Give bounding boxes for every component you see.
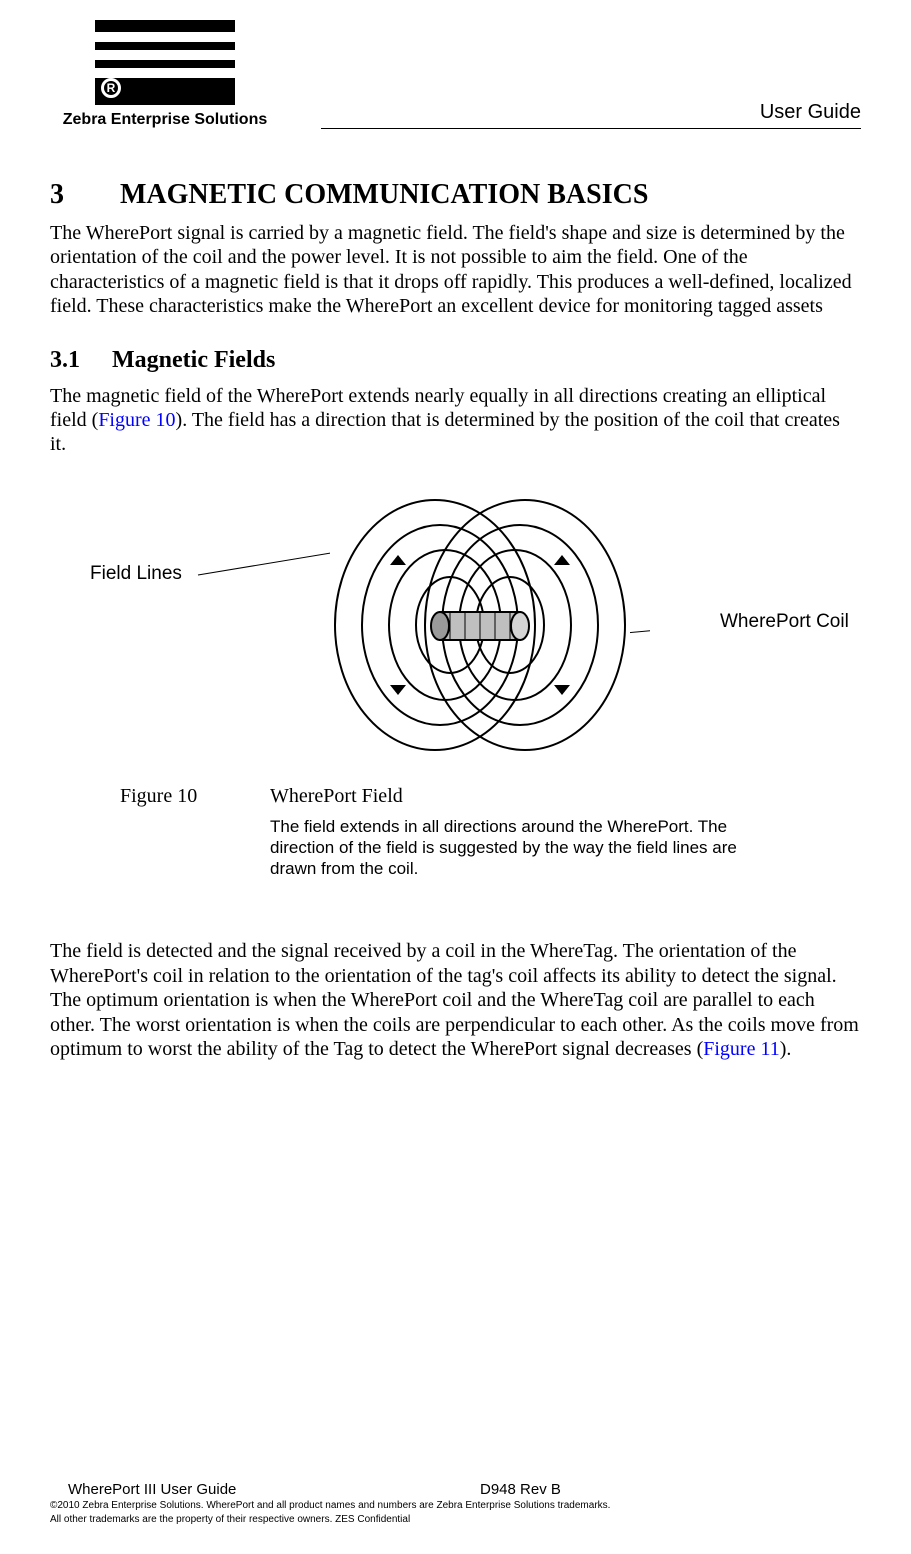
logo-block: R Zebra Enterprise Solutions (50, 20, 280, 129)
para2-b: ). (780, 1038, 792, 1060)
zebra-logo-icon: R (95, 20, 235, 105)
header-right: User Guide (321, 101, 861, 129)
page-header: R Zebra Enterprise Solutions User Guide (50, 20, 861, 129)
footer-copyright-1: ©2010 Zebra Enterprise Solutions. WhereP… (50, 1500, 861, 1512)
figure-description: The field extends in all directions arou… (270, 816, 761, 880)
label-whereport-coil: WherePort Coil (720, 611, 849, 633)
registered-mark: R (101, 78, 121, 98)
paragraph-2: The field is detected and the signal rec… (50, 939, 861, 1061)
guide-label: User Guide (321, 101, 861, 124)
figure-number: Figure 10 (120, 785, 220, 808)
figure11-ref[interactable]: Figure 11 (703, 1038, 779, 1060)
figure10-ref[interactable]: Figure 10 (98, 409, 175, 431)
subsection-heading: 3.1Magnetic Fields (50, 347, 861, 374)
magnetic-field-diagram (330, 495, 630, 755)
subsection-number: 3.1 (50, 347, 112, 374)
subsection-title: Magnetic Fields (112, 347, 275, 373)
page-footer: WherePort III User Guide D948 Rev B ©201… (50, 1481, 861, 1526)
footer-main-row: WherePort III User Guide D948 Rev B (50, 1481, 861, 1498)
subsection-para1: The magnetic field of the WherePort exte… (50, 384, 861, 457)
section-title: MAGNETIC COMMUNICATION BASICS (120, 179, 648, 210)
section-number: 3 (50, 179, 120, 211)
figure-title: WherePort Field (270, 785, 403, 808)
figure-caption-row: Figure 10 WherePort Field (120, 785, 861, 808)
footer-copyright-2: All other trademarks are the property of… (50, 1514, 861, 1526)
section-heading: 3MAGNETIC COMMUNICATION BASICS (50, 179, 861, 211)
document-page: R Zebra Enterprise Solutions User Guide … (0, 0, 911, 1554)
footer-doc-rev: D948 Rev B (480, 1481, 561, 1498)
section-intro: The WherePort signal is carried by a mag… (50, 221, 861, 319)
logo-caption: Zebra Enterprise Solutions (50, 111, 280, 129)
header-rule (321, 128, 861, 129)
footer-doc-title: WherePort III User Guide (50, 1481, 480, 1498)
figure-10: Field Lines WherePort Coil (50, 495, 861, 775)
